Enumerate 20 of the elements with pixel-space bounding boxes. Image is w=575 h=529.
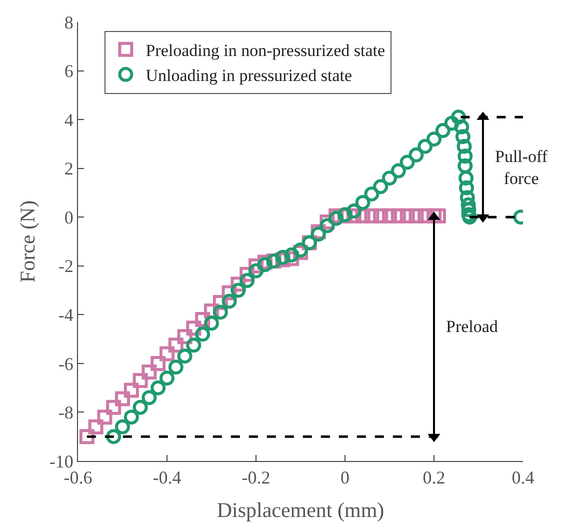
y-axis-title: Force (N) [16,200,40,283]
x-tick-label: -0.4 [152,468,182,488]
x-tick-label: 0.2 [422,468,446,488]
annotation: Pull-off force [495,147,548,188]
x-axis-title: Displacement (mm) [216,498,384,522]
y-tick-label: -2 [58,256,74,276]
x-tick-label: 0 [340,468,350,488]
y-tick-label: -8 [58,402,74,423]
annotation: Preload [446,317,498,336]
y-tick-label: -4 [58,304,74,325]
y-tick-label: 8 [64,12,74,32]
y-tick-label: 0 [64,207,74,228]
x-tick-label: 0.4 [512,468,534,488]
x-tick-label: -0.2 [242,468,270,488]
y-tick-label: 4 [64,110,74,130]
legend-label: Preloading in non-pressurized state [146,40,386,60]
legend-label: Unloading in pressurized state [146,66,352,86]
y-tick-label: -6 [58,354,74,374]
y-tick-label: 6 [64,61,74,82]
y-tick-label: 2 [64,158,74,179]
